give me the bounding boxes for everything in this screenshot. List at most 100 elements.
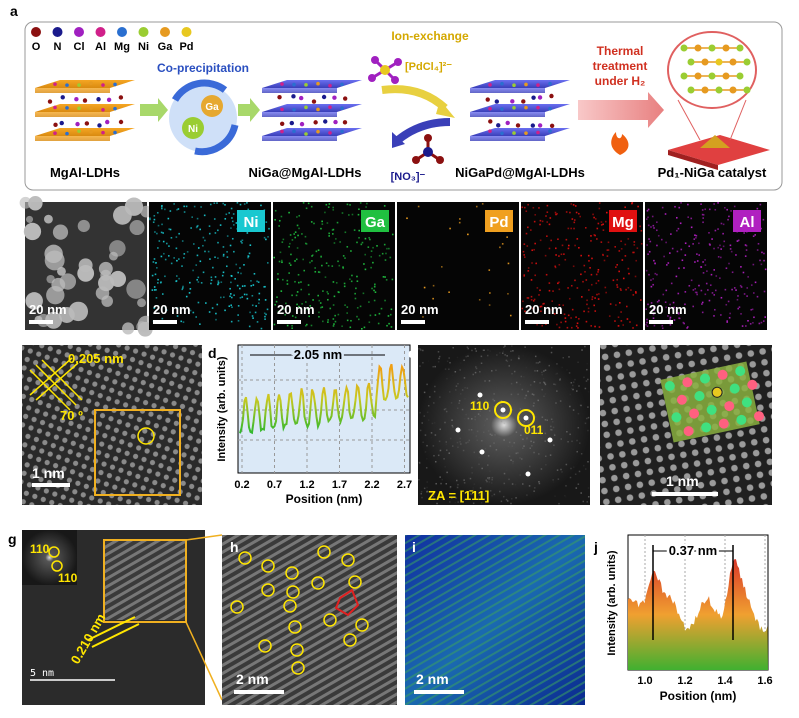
noise [497, 420, 499, 422]
marker [317, 545, 331, 559]
marker [230, 600, 244, 614]
noise [541, 437, 543, 439]
noise [569, 433, 571, 436]
signal [149, 217, 151, 219]
noise [556, 390, 558, 392]
signal [321, 223, 324, 225]
noise [459, 393, 462, 395]
noise [464, 386, 466, 389]
signal [558, 263, 561, 266]
noise [544, 369, 547, 371]
signal [231, 306, 233, 309]
signal [586, 303, 588, 306]
signal [315, 250, 318, 253]
signal [339, 241, 341, 243]
signal [224, 218, 227, 220]
signal [570, 326, 573, 329]
signal [314, 270, 317, 273]
signal [300, 288, 303, 291]
signal [702, 272, 705, 274]
noise [534, 370, 536, 372]
signal [674, 205, 676, 208]
noise [548, 364, 551, 367]
signal [327, 206, 330, 208]
noise [474, 418, 476, 421]
signal [371, 287, 373, 290]
signal [325, 203, 328, 206]
signal [680, 202, 682, 204]
signal [554, 211, 557, 214]
spot [547, 437, 553, 443]
signal [307, 284, 310, 286]
noise [493, 493, 496, 496]
particle [44, 250, 65, 271]
noise [508, 478, 510, 481]
noise [532, 405, 535, 407]
signal [295, 258, 298, 261]
signal [380, 307, 383, 310]
signal [726, 208, 728, 211]
signal [696, 260, 699, 262]
arrow-head [392, 132, 405, 148]
marker [258, 639, 272, 653]
noise [534, 487, 536, 489]
signal [567, 247, 570, 250]
ion [549, 123, 555, 129]
signal [683, 322, 686, 325]
noise [425, 444, 427, 446]
signal [219, 296, 222, 299]
atom [687, 86, 695, 94]
signal [226, 235, 229, 237]
signal [573, 227, 575, 230]
profile-marker [334, 588, 360, 617]
atom [701, 422, 712, 433]
atom [65, 131, 69, 136]
signal [679, 222, 682, 225]
zoom-line [185, 534, 223, 541]
signal [701, 209, 704, 211]
signal [688, 284, 691, 287]
noise [437, 361, 440, 363]
atom [729, 86, 737, 94]
signal [155, 297, 158, 299]
signal [185, 205, 188, 208]
legend-label: Ni [138, 41, 149, 53]
noise [536, 370, 539, 372]
signal [169, 228, 172, 231]
signal [372, 261, 374, 264]
signal [225, 265, 228, 268]
signal [291, 239, 294, 241]
signal [598, 207, 601, 210]
signal [695, 234, 698, 237]
signal [154, 231, 156, 233]
signal [274, 218, 276, 221]
layer [35, 80, 135, 88]
ion [323, 119, 328, 124]
layer-edge [35, 112, 110, 117]
signal [555, 213, 557, 216]
signal [629, 321, 631, 323]
noise [545, 464, 547, 466]
signal [327, 292, 329, 295]
signal [507, 262, 510, 265]
signal [325, 262, 328, 264]
noise [578, 470, 581, 473]
noise [576, 439, 578, 442]
signal [634, 291, 637, 293]
signal [319, 302, 322, 304]
noise [476, 430, 479, 433]
noise [579, 442, 581, 444]
noise [480, 501, 483, 504]
noise [533, 490, 535, 492]
signal [620, 311, 622, 313]
signal [607, 241, 610, 244]
noise [457, 383, 459, 385]
signal [538, 294, 540, 296]
scale-bar [29, 320, 53, 324]
noise [463, 359, 465, 362]
signal [539, 305, 542, 308]
signal [481, 203, 484, 205]
signal [754, 281, 757, 284]
signal [332, 318, 335, 320]
signal [565, 238, 568, 241]
